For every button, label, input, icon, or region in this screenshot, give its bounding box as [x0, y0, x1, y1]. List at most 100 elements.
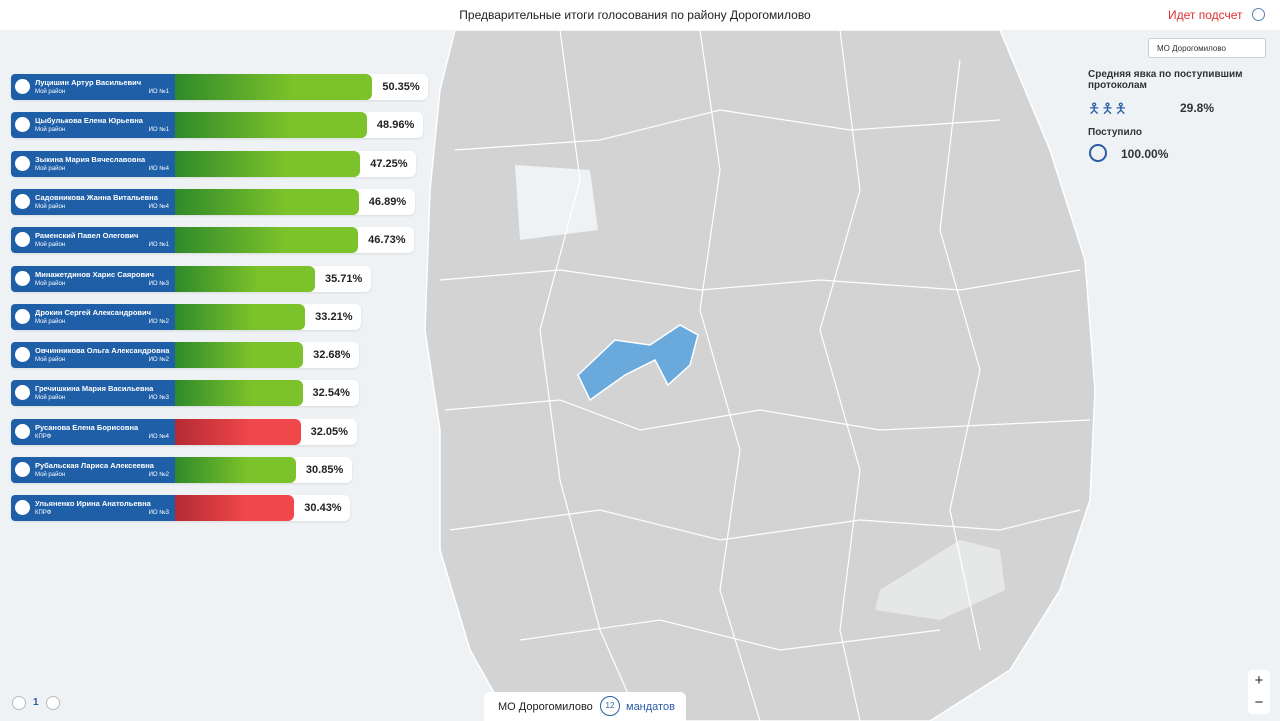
candidate-party: Мой район — [35, 242, 66, 249]
title: Предварительные итоги голосования по рай… — [459, 8, 811, 22]
candidate-name: Зыкина Мария Вячеславовна — [35, 154, 146, 164]
candidate-district: ИО №1 — [148, 127, 169, 134]
turnout-icons: 🯅🯅🯅 — [1088, 100, 1128, 116]
next-page[interactable] — [46, 696, 60, 710]
vote-percent: 47.25% — [370, 157, 408, 170]
candidate-name: Раменский Павел Олегович — [35, 231, 139, 241]
vote-bar — [175, 380, 303, 407]
candidate-name: Минажетдинов Харис Саярович — [35, 269, 155, 279]
footer-district: МО Дорогомилово — [498, 701, 593, 713]
vote-bar — [175, 457, 296, 483]
party-logo — [15, 193, 30, 209]
candidate-card: Гречишкина Мария Васильевна Мой район ИО №… — [11, 380, 175, 407]
zoom-in[interactable]: + — [1254, 672, 1264, 689]
candidate-card: Зыкина Мария Вячеславовна Мой район ИО №4 — [11, 150, 175, 177]
candidate-party: Мой район — [35, 127, 66, 134]
party-logo — [15, 462, 30, 477]
vote-percent: 46.89% — [368, 195, 407, 208]
park — [515, 165, 598, 240]
candidate-district: ИО №4 — [148, 165, 169, 172]
park — [875, 540, 1005, 620]
vote-bar — [175, 74, 373, 100]
candidate-name: Гречишкина Мария Васильевна — [35, 384, 154, 394]
candidate-district: ИО №4 — [148, 433, 169, 440]
candidate-district: ИО №1 — [148, 89, 169, 95]
zoom-controls: + − — [1248, 670, 1270, 714]
vote-bar — [175, 418, 301, 445]
mandates-label: мандатов — [626, 701, 675, 713]
page-number[interactable]: 1 — [33, 697, 39, 708]
candidate-card: Минажетдинов Харис Саярович Мой район ИО №… — [11, 265, 175, 292]
party-logo — [15, 232, 30, 248]
candidate-party: Мой район — [35, 165, 66, 172]
candidate-card: Садовникова Жанна Витальевна Мой район ИО … — [11, 188, 175, 215]
vote-percent: 35.71% — [324, 272, 363, 285]
received-title: Поступило — [1088, 127, 1142, 138]
mandates-count: 12 — [600, 696, 620, 716]
received-value: 100.00% — [1121, 147, 1169, 161]
vote-percent: 32.05% — [310, 425, 348, 438]
vote-percent: 46.73% — [368, 234, 406, 247]
candidate-card: Цыбулькова Елена Юрьевна Мой район ИО №1 — [11, 112, 175, 139]
candidate-name: Ульяненко Ирина Анатольевна — [35, 499, 151, 509]
vote-percent: 32.54% — [312, 387, 350, 400]
candidate-party: Мой район — [35, 357, 66, 364]
highlighted-district[interactable] — [577, 324, 699, 402]
vote-bar — [175, 265, 315, 292]
status: Идет подсчет — [1168, 8, 1243, 22]
candidate-district: ИО №2 — [148, 472, 169, 478]
party-logo — [15, 423, 30, 439]
candidate-name: Рубальская Лариса Алексеевна — [35, 461, 154, 470]
vote-bar — [175, 188, 359, 215]
candidate-party: Мой район — [35, 472, 66, 478]
top-bar: Предварительные итоги голосования по рай… — [0, 0, 1280, 30]
candidate-card: Рубальская Лариса Алексеевна Мой район ИО … — [11, 457, 175, 483]
candidate-card: Раменский Павел Олегович Мой район ИО №1 — [11, 227, 175, 254]
candidate-district: ИО №3 — [148, 395, 169, 402]
party-logo — [15, 79, 30, 94]
candidate-card: Овчинникова Ольга Александровна Мой район… — [11, 342, 175, 369]
vote-bar — [175, 227, 359, 254]
play-button[interactable] — [1252, 8, 1265, 21]
candidate-name: Овчинникова Ольга Александровна — [35, 346, 170, 356]
footer-panel: МО Дорогомилово 12 мандатов — [484, 692, 686, 721]
vote-percent: 30.85% — [305, 464, 344, 476]
candidate-party: Мой район — [35, 203, 66, 210]
candidate-district: ИО №1 — [148, 242, 169, 249]
vote-percent: 50.35% — [382, 81, 420, 93]
received-icon — [1089, 144, 1107, 162]
party-logo — [15, 117, 30, 133]
candidate-party: Мой район — [35, 395, 66, 402]
map — [0, 30, 1280, 721]
candidate-name: Цыбулькова Елена Юрьевна — [35, 116, 143, 126]
party-logo — [15, 500, 30, 516]
candidate-name: Дрокин Сергей Александрович — [35, 307, 152, 317]
candidate-district: ИО №3 — [148, 510, 169, 517]
candidate-name: Русанова Елена Борисовна — [35, 422, 139, 432]
turnout-value: 29.8% — [1180, 101, 1215, 115]
candidate-party: Мой район — [35, 89, 66, 95]
candidate-name: Садовникова Жанна Витальевна — [35, 192, 158, 202]
candidate-party: Мой район — [35, 280, 66, 287]
candidate-party: Мой район — [35, 318, 66, 325]
party-logo — [15, 347, 30, 363]
party-logo — [15, 308, 30, 324]
candidate-party: КПРФ — [35, 433, 52, 440]
prev-page[interactable] — [12, 696, 26, 710]
district-select[interactable]: МО Дорогомилово — [1148, 38, 1266, 58]
candidate-district: ИО №2 — [148, 318, 169, 325]
party-logo — [15, 385, 30, 401]
vote-percent: 48.96% — [376, 119, 415, 132]
vote-bar — [175, 150, 361, 177]
turnout-title: Средняя явка по поступившим протоколам — [1088, 69, 1243, 91]
party-logo — [15, 270, 30, 286]
candidate-district: ИО №4 — [148, 203, 169, 210]
candidate-name: Луцишин Артур Васильевич — [35, 78, 142, 87]
vote-percent: 30.43% — [304, 502, 342, 515]
candidate-district: ИО №3 — [148, 280, 169, 287]
candidate-card: Русанова Елена Борисовна КПРФ ИО №4 — [11, 418, 175, 445]
zoom-out[interactable]: − — [1254, 694, 1264, 711]
candidate-card: Луцишин Артур Васильевич Мой район ИО №1 — [11, 74, 175, 100]
candidate-card: Ульяненко Ирина Анатольевна КПРФ ИО №3 — [11, 495, 175, 522]
